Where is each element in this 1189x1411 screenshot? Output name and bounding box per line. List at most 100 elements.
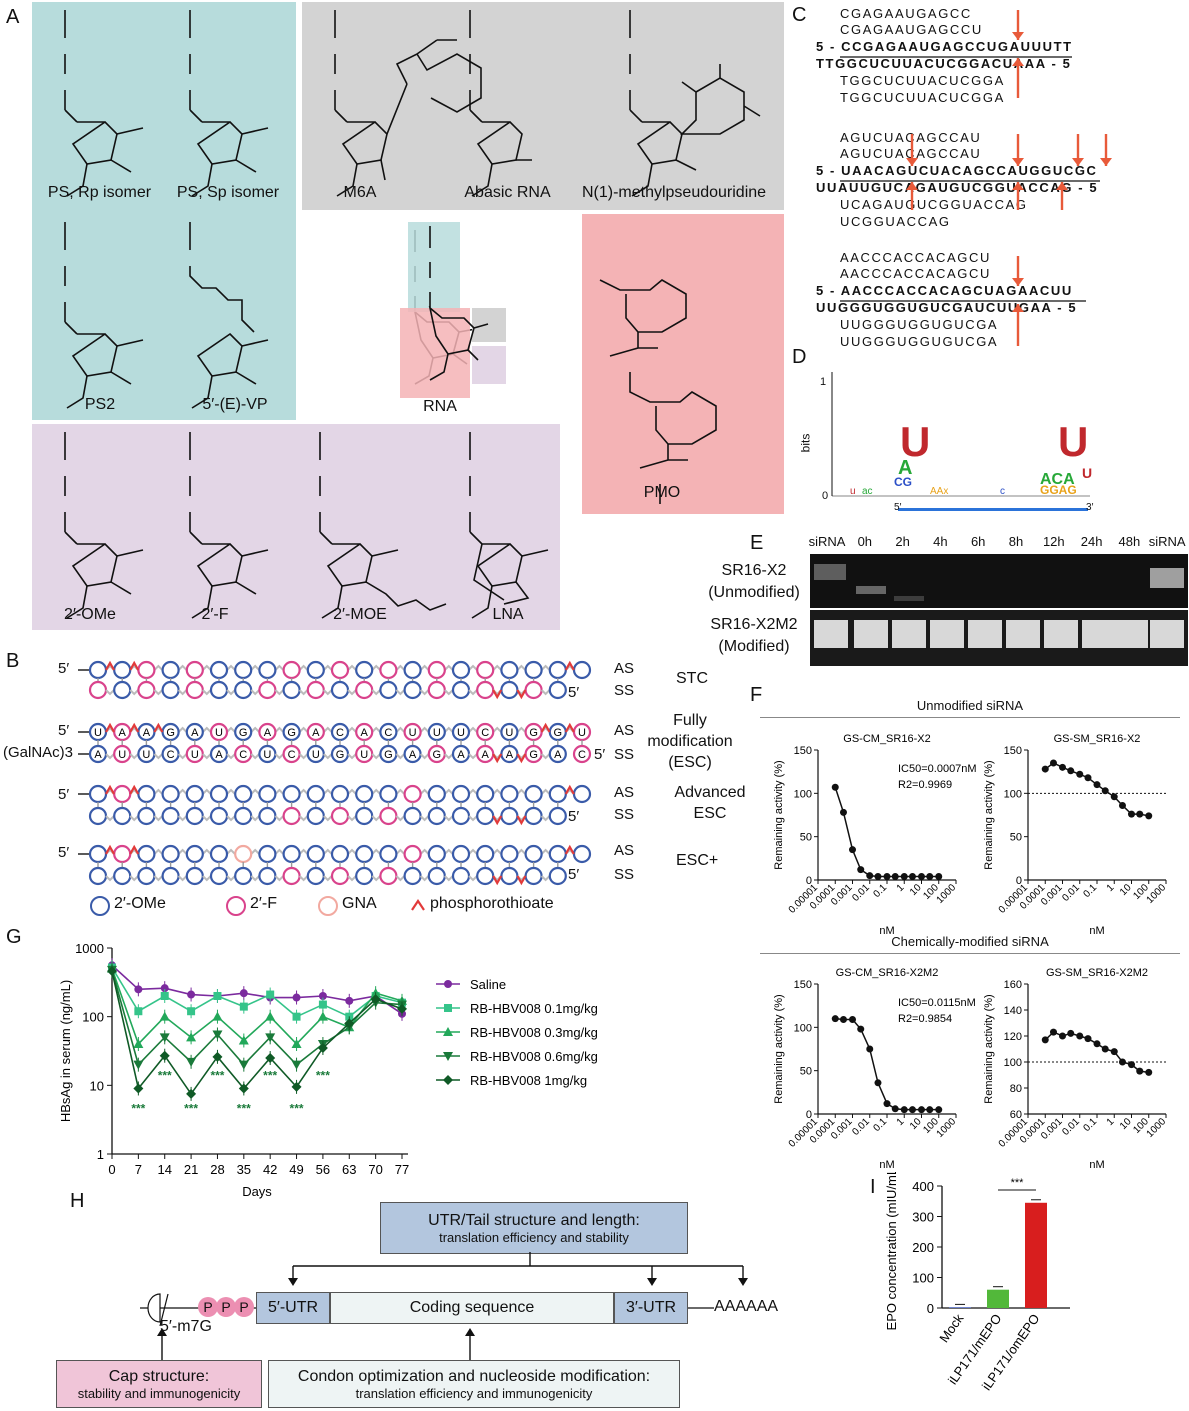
as-base-letter: U — [578, 727, 586, 739]
i-ytick: 100 — [912, 1271, 934, 1286]
as-nucleotide — [306, 784, 325, 804]
f-xtick: 1 — [895, 882, 907, 894]
gel-lane-label: 8h — [1008, 534, 1024, 549]
f-data-point — [1041, 1036, 1049, 1044]
svg-text:A: A — [898, 457, 912, 479]
c-bottom-guide: UCAGAUGUCGGUACCAG — [840, 197, 1028, 212]
ss-base-letter: A — [506, 749, 514, 761]
f-ylabel: Remaining activity (%) — [983, 760, 995, 869]
as-nucleotide — [282, 784, 301, 804]
g-data-point — [160, 991, 169, 1000]
c-sense-strand: 5 - CCGAGAAUGAGCCUGAUUUTT — [816, 39, 1073, 54]
f-xtick: 0.01 — [850, 1116, 872, 1138]
svg-text:U: U — [1082, 465, 1092, 481]
as-nucleotide — [476, 660, 495, 680]
as-nucleotide — [572, 660, 592, 680]
utr3-segment: 3′-UTR — [614, 1292, 688, 1324]
as-base-letter: U — [215, 727, 223, 739]
chem-name-m1psi: N(1)-methylpseudouridine — [581, 184, 767, 201]
as-nucleotide — [234, 660, 253, 680]
ss-nucleotide — [282, 806, 301, 826]
f-xtick: 0.1 — [1082, 1116, 1100, 1134]
as-nucleotide — [137, 844, 156, 864]
g-data-point — [159, 1050, 170, 1061]
c-bottom-guide: UCGGUACCAG — [840, 214, 951, 229]
f-ic50: IC50=0.0115nM — [898, 997, 976, 1009]
d-y1: 1 — [820, 376, 827, 388]
as-base-letter: U — [94, 727, 102, 739]
ss-nucleotide — [88, 680, 108, 700]
f-ytick: 0 — [806, 875, 812, 887]
ss-nucleotide — [427, 806, 446, 826]
f-data-point — [1049, 1028, 1057, 1036]
g-legend-label: Saline — [470, 977, 506, 992]
ss-nucleotide — [258, 680, 277, 700]
gel-lane-label: siRNA — [1148, 534, 1186, 549]
legend-ps-label: phosphorothioate — [430, 895, 554, 912]
f-data-point — [1145, 812, 1153, 820]
f-data-point — [1076, 770, 1084, 778]
f-data-point — [1049, 759, 1057, 767]
b-row3-5prime: 5′ — [58, 786, 70, 803]
ss-base-letter: G — [336, 749, 345, 761]
ss-base-letter: U — [312, 749, 320, 761]
chem-name-2f: 2′-F — [201, 606, 229, 623]
g-significance: *** — [210, 1069, 224, 1083]
gel-lane-label: 6h — [970, 534, 986, 549]
b-row2-5prime: 5′ — [58, 722, 70, 739]
f-ytick: 50 — [800, 1066, 812, 1078]
as-nucleotide — [234, 844, 253, 864]
ss-nucleotide — [330, 806, 350, 826]
ps-mark — [129, 722, 140, 733]
as-nucleotide — [476, 784, 495, 804]
f-data-point — [831, 783, 839, 791]
f-chart-title: GS-CM_SR16-X2M2 — [836, 967, 939, 979]
panel-label-f: F — [750, 684, 763, 706]
ss-base-letter: U — [263, 749, 271, 761]
f-data-point — [935, 1106, 943, 1114]
codon-box: Condon optimization and nucleoside modif… — [268, 1360, 680, 1408]
ppp-1: P — [198, 1297, 218, 1317]
ss-base-letter: C — [578, 749, 586, 761]
c-sense-strand: 5 - UAACAGUCUACAGCCAUGGUCGC — [816, 163, 1098, 178]
f-data-point — [1118, 801, 1126, 809]
g-xtick: 70 — [368, 1162, 382, 1177]
legend-ome-label: 2′-OMe — [114, 895, 166, 912]
ppp-2: P — [216, 1297, 236, 1317]
f-data-point — [900, 1106, 908, 1114]
ss-nucleotide — [548, 744, 567, 764]
g-xtick: 63 — [342, 1162, 356, 1177]
ss-base-letter: U — [191, 749, 199, 761]
utr-tail-sub: translation efficiency and stability — [439, 1229, 629, 1245]
f-r2: R2=0.9969 — [898, 779, 952, 791]
g-legend-marker — [443, 1075, 453, 1085]
g-legend-marker — [444, 1004, 452, 1012]
b-row4-5prime: 5′ — [58, 844, 70, 861]
as-base-letter: U — [409, 727, 417, 739]
g-data-point — [318, 991, 327, 1000]
as-base-letter: G — [287, 727, 296, 739]
g-data-point — [292, 1012, 301, 1021]
cleavage-arrow — [1056, 182, 1068, 190]
as-nucleotide — [113, 660, 132, 680]
polya-tail: AAAAAA — [714, 1298, 779, 1315]
as-nucleotide — [282, 660, 301, 680]
g-data-point — [239, 989, 248, 998]
f-xlabel: nM — [1089, 925, 1104, 937]
ss-nucleotide — [379, 866, 398, 886]
panel-i-epo-chart: 0 100 200 300 400 EPO concentration (mIU/mL) M… — [884, 1172, 1070, 1393]
as-nucleotide — [234, 784, 253, 804]
f-xtick: 0.01 — [1060, 882, 1082, 904]
g-data-point — [186, 1088, 197, 1099]
as-nucleotide — [403, 660, 422, 680]
g-xtick: 35 — [237, 1162, 251, 1177]
f-ytick: 0 — [806, 1109, 812, 1121]
as-nucleotide — [379, 660, 398, 680]
g-data-point — [159, 1033, 170, 1043]
as-base-letter: A — [119, 727, 127, 739]
ps-mark — [129, 784, 140, 795]
as-nucleotide — [161, 844, 180, 864]
f-group2-title: Chemically-modified siRNA — [891, 934, 1049, 949]
f-xtick: 0.1 — [872, 1116, 890, 1134]
ss-nucleotide — [209, 866, 229, 886]
